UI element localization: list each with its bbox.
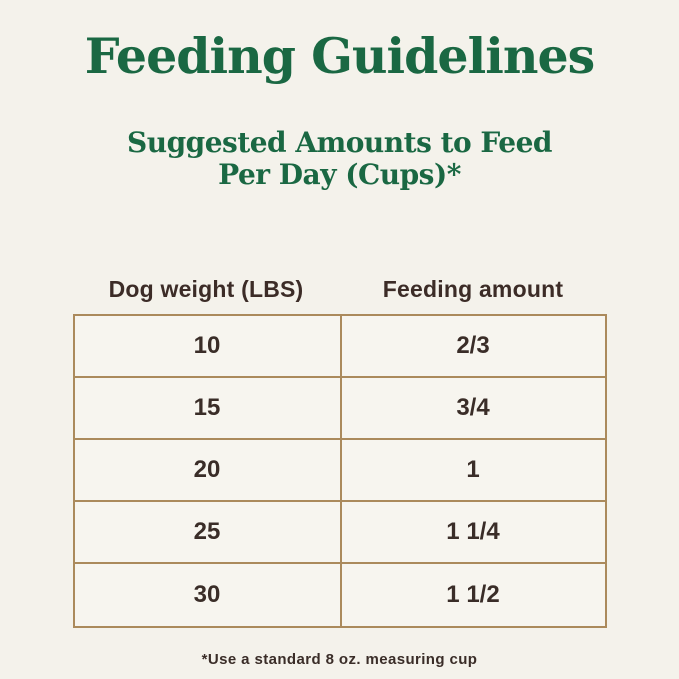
column-header-feeding-amount: Feeding amount <box>382 276 564 303</box>
table-column-headers: Dog weight (LBS) Feeding amount <box>73 276 607 303</box>
page-title: Feeding Guidelines <box>84 27 595 85</box>
feeding-amount-value: 1 1/2 <box>339 564 605 627</box>
subtitle-line-2: Per Day (Cups)* <box>218 157 461 191</box>
feeding-amount-value: 3/4 <box>339 378 605 439</box>
dog-weight-value: 10 <box>193 332 221 360</box>
table-row: 25 1 1/4 <box>74 502 605 565</box>
feeding-table: 10 2/3 15 3/4 20 1 25 1 1/4 30 1 1/2 <box>72 314 607 629</box>
subtitle-line-1: Suggested Amounts to Feed <box>127 125 553 159</box>
dog-weight-value: 20 <box>193 456 221 484</box>
column-header-dog-weight: Dog weight (LBS) <box>108 276 304 303</box>
measuring-cup-footnote: *Use a standard 8 oz. measuring cup <box>201 651 478 669</box>
dog-weight-value: 15 <box>193 394 221 422</box>
page-subtitle: Suggested Amounts to Feed Per Day (Cups)… <box>127 125 553 191</box>
dog-weight-value: 25 <box>193 518 221 546</box>
feeding-amount-value: 2/3 <box>339 316 605 377</box>
feeding-table-section: Dog weight (LBS) Feeding amount 10 2/3 1… <box>72 276 607 629</box>
table-row: 20 1 <box>74 440 605 503</box>
dog-weight-value: 30 <box>193 581 221 609</box>
table-row: 30 1 1/2 <box>75 564 605 627</box>
table-row: 15 3/4 <box>74 378 605 441</box>
table-row: 10 2/3 <box>74 316 605 379</box>
feeding-amount-value: 1 <box>339 440 605 501</box>
feeding-amount-value: 1 1/4 <box>339 502 605 563</box>
